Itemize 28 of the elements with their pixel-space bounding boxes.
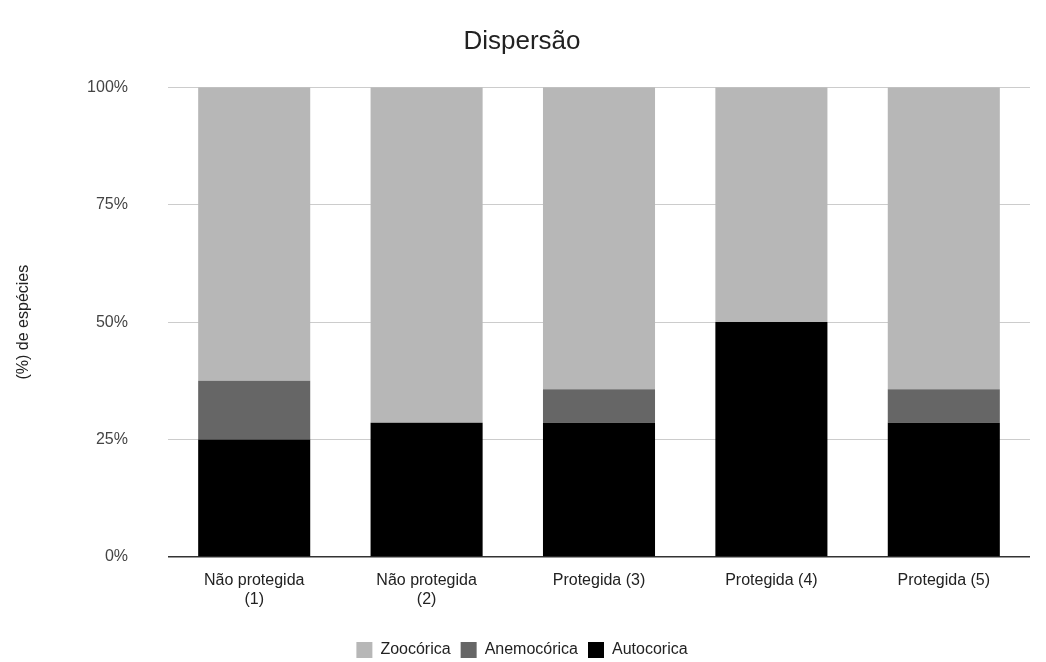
y-axis-title: (%) de espécies: [14, 264, 32, 380]
x-tick-label: Protegida (4): [725, 571, 818, 589]
y-tick-label: 100%: [87, 77, 128, 95]
bar: [715, 322, 828, 557]
legend-label: Autocorica: [612, 640, 688, 658]
y-tick-label: 50%: [95, 312, 128, 330]
chart-title: Dispersão: [463, 24, 581, 55]
legend-label: Anemocórica: [484, 640, 579, 658]
bar: [370, 87, 483, 423]
x-tick-label: Protegida (5): [897, 571, 991, 589]
bar: [198, 380, 311, 440]
legend-label: Zoocórica: [380, 640, 451, 658]
x-tick-label: Não protegida (2): [376, 571, 477, 608]
y-tick-label: 75%: [95, 195, 128, 213]
bar: [542, 389, 656, 423]
bar: [370, 422, 483, 557]
bar: [887, 389, 1000, 423]
bar: [887, 87, 1000, 390]
y-tick-label: 0%: [104, 547, 128, 565]
bar: [715, 87, 828, 323]
x-tick-label: Não protegida (1): [203, 571, 305, 608]
bar: [542, 87, 656, 390]
bar: [887, 422, 1000, 557]
y-tick-label: 25%: [95, 429, 128, 447]
bar: [542, 422, 656, 557]
x-tick-label: Protegida (3): [552, 571, 646, 589]
bar: [198, 439, 311, 557]
bar: [198, 87, 311, 381]
